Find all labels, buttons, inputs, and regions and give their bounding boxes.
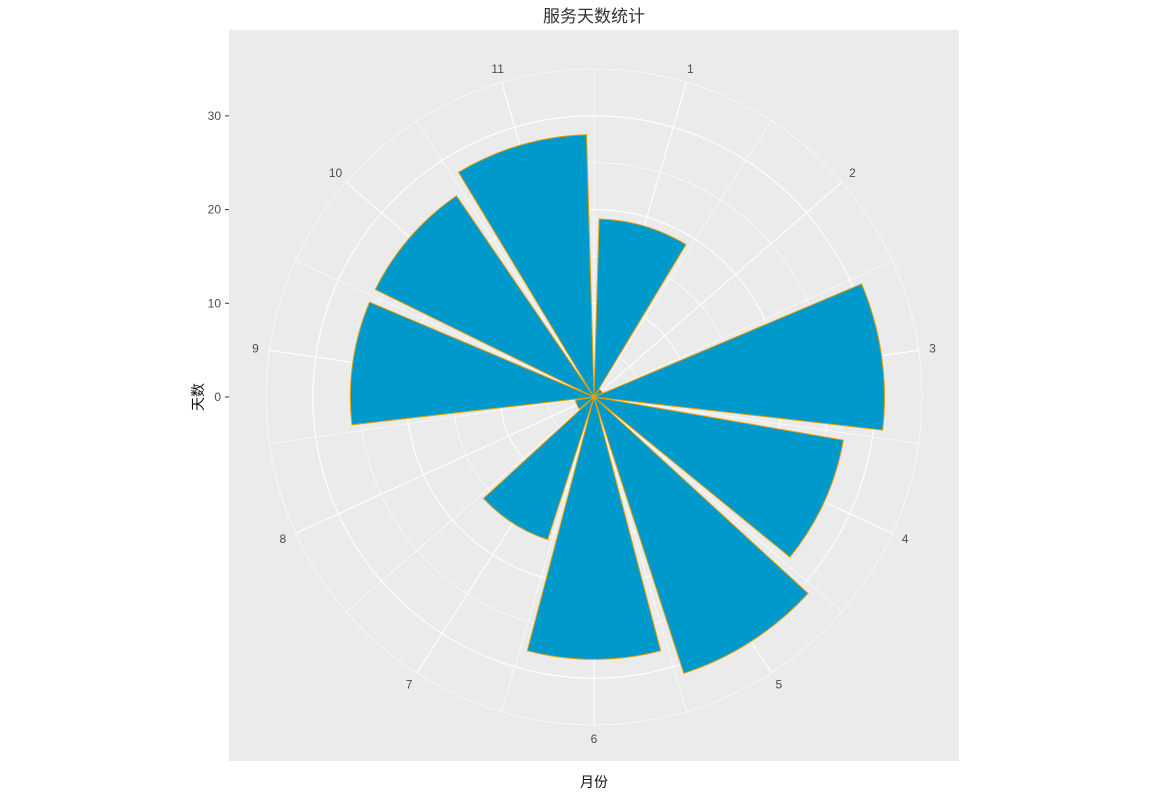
y-tick-label: 0 <box>214 390 221 404</box>
bar-month-10 <box>374 195 596 399</box>
bar-month-6 <box>526 395 662 660</box>
x-tick-label: 4 <box>902 532 909 546</box>
grid-spoke-minor <box>593 396 919 444</box>
y-tick-label: 10 <box>208 296 222 310</box>
grid-spoke-minor <box>416 120 595 398</box>
x-tick-label: 8 <box>280 532 287 546</box>
chart-title: 服务天数统计 <box>543 7 645 27</box>
bar-month-4 <box>592 396 844 558</box>
x-tick-label: 1 <box>687 62 694 76</box>
x-tick-label: 5 <box>776 678 783 692</box>
y-tick-label: 20 <box>208 203 222 217</box>
bar-month-11 <box>457 134 595 399</box>
y-tick-label: 30 <box>208 109 222 123</box>
bar-month-7 <box>482 395 596 541</box>
bar-month-8 <box>574 396 596 410</box>
bar-month-5 <box>592 395 809 674</box>
month-tick-labels: 1 2 3 4 5 6 7 8 9 10 11 <box>252 62 936 746</box>
x-tick-label: 6 <box>591 732 598 746</box>
x-tick-label: 2 <box>849 166 856 180</box>
grid-spoke-minor <box>269 396 595 444</box>
x-tick-label: 7 <box>406 678 413 692</box>
x-tick-label: 11 <box>491 62 504 76</box>
x-tick-label: 9 <box>252 341 259 355</box>
grid-spoke-minor <box>345 396 595 613</box>
x-tick-label: 3 <box>929 341 936 355</box>
grid-spoke <box>295 396 595 534</box>
bars <box>349 134 885 674</box>
x-axis-title: 月份 <box>580 775 608 791</box>
y-axis: 0 10 20 30 <box>208 109 229 404</box>
grid-spoke <box>593 181 843 398</box>
y-axis-title: 天数 <box>191 383 207 411</box>
grid-spoke-minor <box>593 120 772 398</box>
bar-month-2 <box>592 388 604 399</box>
grid-spoke-minor <box>593 396 687 712</box>
bar-month-3 <box>592 283 885 431</box>
x-tick-label: 10 <box>329 166 343 180</box>
bar-month-9 <box>349 301 596 426</box>
grid-spoke-minor <box>501 396 595 712</box>
grid-spoke-minor <box>593 260 893 398</box>
grid-spoke-minor <box>295 260 595 398</box>
bar-month-1 <box>593 218 687 399</box>
grid-spoke-minor <box>593 396 843 613</box>
